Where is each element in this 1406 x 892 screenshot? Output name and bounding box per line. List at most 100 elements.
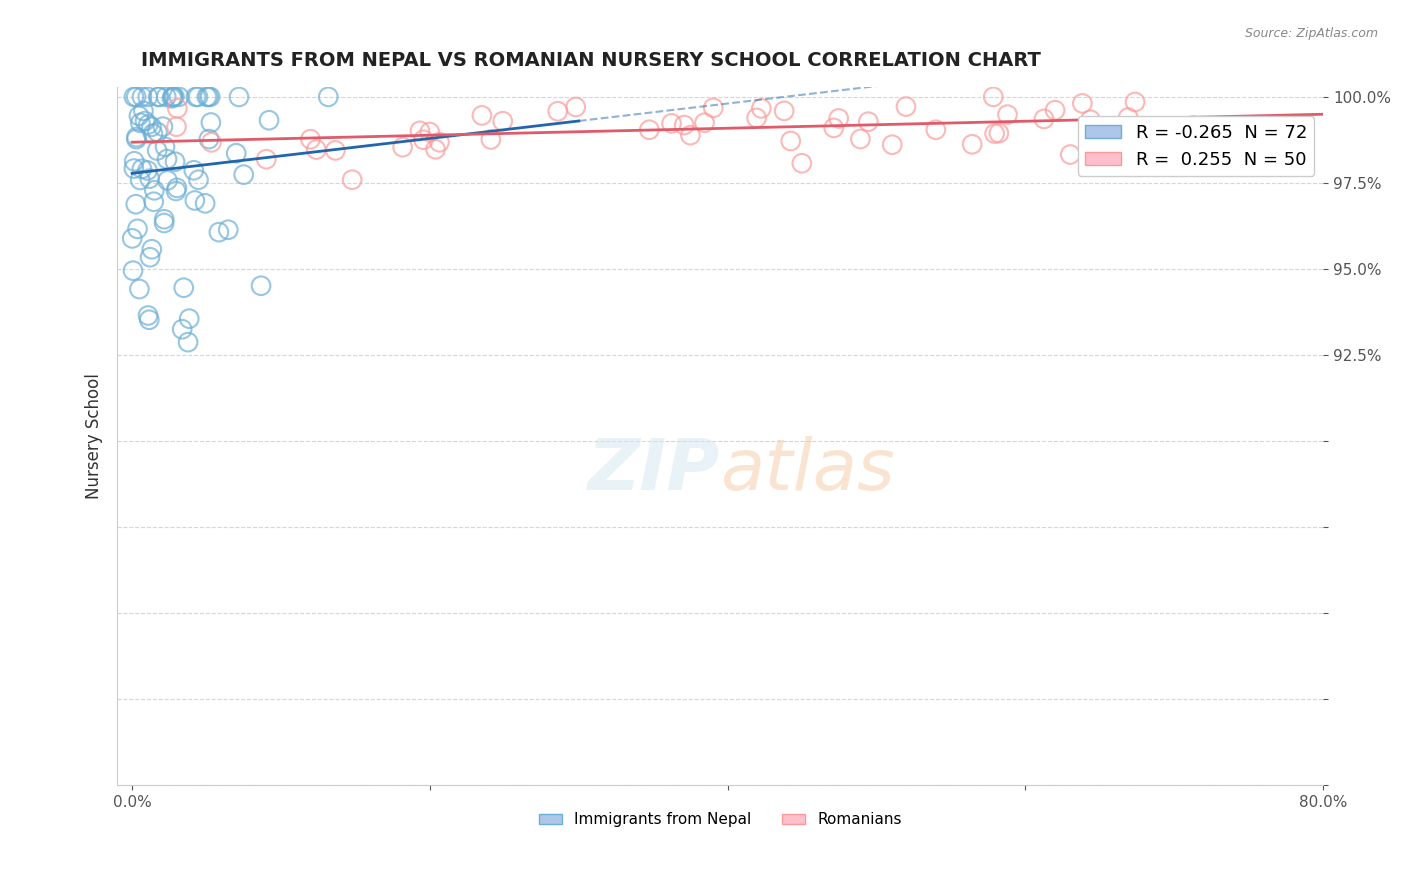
Point bbox=[790, 156, 813, 170]
Point bbox=[305, 143, 328, 157]
Point bbox=[166, 120, 188, 134]
Point bbox=[1181, 119, 1204, 133]
Point bbox=[167, 90, 190, 104]
Point bbox=[129, 173, 152, 187]
Point bbox=[254, 152, 277, 166]
Point bbox=[194, 196, 217, 211]
Point bbox=[981, 90, 1004, 104]
Point bbox=[429, 135, 451, 149]
Point bbox=[679, 128, 702, 142]
Point bbox=[129, 116, 152, 130]
Point bbox=[187, 172, 209, 186]
Point bbox=[471, 108, 494, 122]
Point bbox=[148, 90, 170, 104]
Point bbox=[198, 132, 221, 146]
Point bbox=[138, 171, 160, 186]
Point bbox=[187, 90, 209, 104]
Point bbox=[882, 137, 904, 152]
Point bbox=[827, 112, 849, 126]
Point bbox=[492, 114, 515, 128]
Point bbox=[160, 91, 183, 105]
Text: IMMIGRANTS FROM NEPAL VS ROMANIAN NURSERY SCHOOL CORRELATION CHART: IMMIGRANTS FROM NEPAL VS ROMANIAN NURSER… bbox=[142, 51, 1042, 70]
Point bbox=[425, 142, 447, 156]
Y-axis label: Nursery School: Nursery School bbox=[86, 373, 103, 499]
Point bbox=[122, 263, 145, 277]
Point bbox=[960, 137, 983, 152]
Point bbox=[745, 111, 768, 125]
Point bbox=[172, 322, 194, 336]
Point bbox=[155, 90, 177, 104]
Point bbox=[127, 222, 149, 236]
Point bbox=[419, 125, 441, 139]
Point bbox=[1033, 112, 1056, 126]
Point bbox=[136, 309, 159, 323]
Point bbox=[131, 161, 153, 176]
Point bbox=[1080, 112, 1102, 127]
Point bbox=[200, 115, 222, 129]
Point bbox=[638, 122, 661, 136]
Point bbox=[250, 278, 273, 293]
Point bbox=[156, 173, 179, 187]
Point bbox=[661, 116, 683, 130]
Point bbox=[299, 132, 322, 146]
Point bbox=[143, 183, 166, 197]
Point bbox=[166, 101, 188, 115]
Point bbox=[122, 90, 145, 104]
Point bbox=[136, 90, 159, 104]
Point bbox=[925, 122, 948, 136]
Point bbox=[200, 90, 222, 104]
Point bbox=[195, 90, 218, 104]
Point bbox=[162, 90, 184, 104]
Point bbox=[163, 154, 186, 169]
Point bbox=[122, 154, 145, 169]
Point bbox=[163, 90, 186, 104]
Point bbox=[693, 116, 716, 130]
Point bbox=[142, 127, 165, 141]
Point bbox=[179, 311, 201, 326]
Point bbox=[165, 184, 187, 198]
Point bbox=[225, 146, 247, 161]
Point bbox=[773, 103, 796, 118]
Point bbox=[228, 90, 250, 104]
Text: ZIP: ZIP bbox=[588, 436, 720, 505]
Point bbox=[1071, 96, 1094, 111]
Point bbox=[340, 172, 363, 186]
Point bbox=[131, 90, 153, 104]
Point bbox=[702, 101, 724, 115]
Point bbox=[153, 216, 176, 230]
Point bbox=[134, 114, 156, 128]
Point bbox=[779, 134, 801, 148]
Point bbox=[1059, 147, 1081, 161]
Point bbox=[184, 90, 207, 104]
Point bbox=[156, 152, 179, 166]
Point bbox=[208, 225, 231, 239]
Point bbox=[141, 120, 163, 134]
Point bbox=[983, 127, 1005, 141]
Point bbox=[139, 250, 162, 264]
Point bbox=[409, 124, 432, 138]
Point bbox=[749, 102, 772, 116]
Point bbox=[153, 212, 176, 227]
Point bbox=[894, 99, 917, 113]
Point bbox=[200, 136, 222, 150]
Point bbox=[128, 109, 150, 123]
Point bbox=[128, 282, 150, 296]
Point bbox=[997, 107, 1019, 121]
Point bbox=[232, 168, 254, 182]
Legend: Immigrants from Nepal, Romanians: Immigrants from Nepal, Romanians bbox=[533, 806, 908, 833]
Point bbox=[138, 118, 160, 132]
Point bbox=[412, 133, 434, 147]
Point bbox=[125, 132, 148, 146]
Point bbox=[142, 194, 165, 209]
Point bbox=[257, 113, 280, 128]
Point bbox=[217, 223, 239, 237]
Point bbox=[152, 120, 174, 134]
Point bbox=[166, 181, 188, 195]
Point bbox=[136, 163, 159, 178]
Point bbox=[1043, 103, 1066, 118]
Point bbox=[1123, 95, 1146, 109]
Point bbox=[153, 140, 176, 154]
Point bbox=[146, 90, 169, 104]
Point bbox=[184, 194, 207, 208]
Point bbox=[673, 118, 696, 132]
